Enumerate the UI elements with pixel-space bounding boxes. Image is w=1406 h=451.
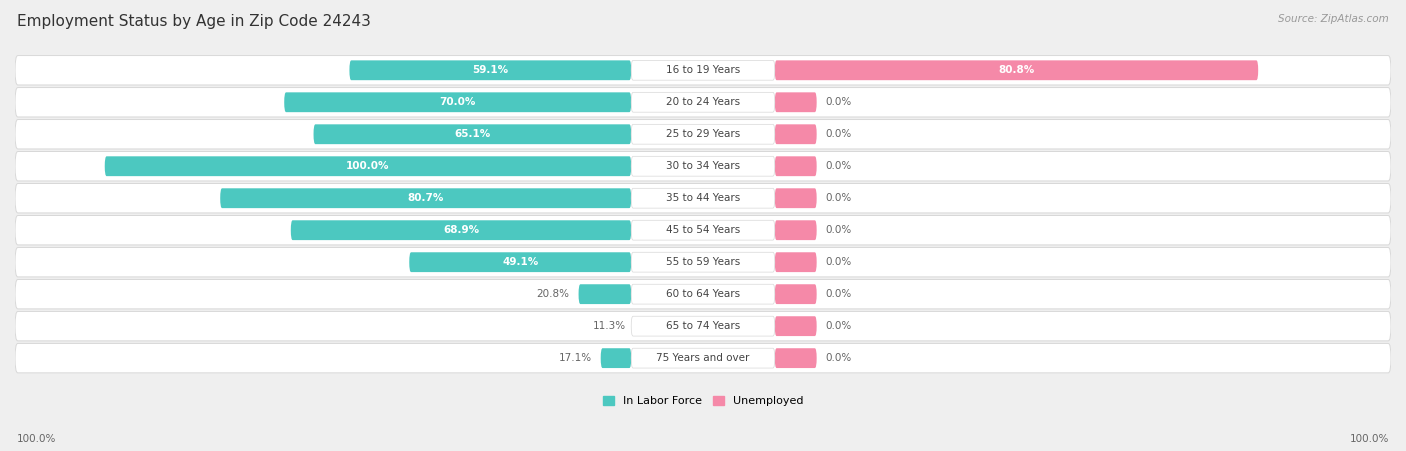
FancyBboxPatch shape (775, 60, 1258, 80)
Text: 55 to 59 Years: 55 to 59 Years (666, 257, 740, 267)
Text: 0.0%: 0.0% (825, 353, 852, 363)
FancyBboxPatch shape (631, 316, 775, 336)
Text: 0.0%: 0.0% (825, 321, 852, 331)
Text: 0.0%: 0.0% (825, 193, 852, 203)
FancyBboxPatch shape (15, 312, 1391, 341)
FancyBboxPatch shape (631, 348, 775, 368)
FancyBboxPatch shape (775, 316, 817, 336)
FancyBboxPatch shape (15, 152, 1391, 181)
FancyBboxPatch shape (631, 284, 775, 304)
FancyBboxPatch shape (631, 124, 775, 144)
FancyBboxPatch shape (350, 60, 631, 80)
Text: 0.0%: 0.0% (825, 129, 852, 139)
FancyBboxPatch shape (104, 156, 631, 176)
Text: 65 to 74 Years: 65 to 74 Years (666, 321, 740, 331)
FancyBboxPatch shape (600, 348, 631, 368)
FancyBboxPatch shape (631, 189, 775, 208)
Text: 0.0%: 0.0% (825, 225, 852, 235)
Text: 25 to 29 Years: 25 to 29 Years (666, 129, 740, 139)
FancyBboxPatch shape (284, 92, 631, 112)
Text: 0.0%: 0.0% (825, 161, 852, 171)
FancyBboxPatch shape (15, 216, 1391, 245)
FancyBboxPatch shape (631, 252, 775, 272)
Text: 17.1%: 17.1% (558, 353, 592, 363)
FancyBboxPatch shape (221, 189, 631, 208)
Text: 100.0%: 100.0% (346, 161, 389, 171)
FancyBboxPatch shape (15, 87, 1391, 117)
Text: 80.8%: 80.8% (998, 65, 1035, 75)
FancyBboxPatch shape (15, 120, 1391, 149)
FancyBboxPatch shape (15, 280, 1391, 309)
Text: 65.1%: 65.1% (454, 129, 491, 139)
Text: Source: ZipAtlas.com: Source: ZipAtlas.com (1278, 14, 1389, 23)
FancyBboxPatch shape (631, 220, 775, 240)
Text: 20.8%: 20.8% (537, 289, 569, 299)
Text: Employment Status by Age in Zip Code 24243: Employment Status by Age in Zip Code 242… (17, 14, 371, 28)
Text: 80.7%: 80.7% (408, 193, 444, 203)
FancyBboxPatch shape (15, 184, 1391, 213)
Text: 35 to 44 Years: 35 to 44 Years (666, 193, 740, 203)
Text: 49.1%: 49.1% (502, 257, 538, 267)
FancyBboxPatch shape (775, 284, 817, 304)
Text: 75 Years and over: 75 Years and over (657, 353, 749, 363)
Text: 0.0%: 0.0% (825, 257, 852, 267)
Text: 60 to 64 Years: 60 to 64 Years (666, 289, 740, 299)
Text: 11.3%: 11.3% (593, 321, 627, 331)
Text: 68.9%: 68.9% (443, 225, 479, 235)
FancyBboxPatch shape (775, 92, 817, 112)
FancyBboxPatch shape (15, 248, 1391, 277)
FancyBboxPatch shape (15, 343, 1391, 373)
Text: 59.1%: 59.1% (472, 65, 509, 75)
Text: 16 to 19 Years: 16 to 19 Years (666, 65, 740, 75)
Legend: In Labor Force, Unemployed: In Labor Force, Unemployed (598, 391, 808, 411)
FancyBboxPatch shape (631, 60, 775, 80)
FancyBboxPatch shape (631, 156, 775, 176)
FancyBboxPatch shape (775, 220, 817, 240)
FancyBboxPatch shape (775, 252, 817, 272)
Text: 0.0%: 0.0% (825, 289, 852, 299)
Text: 70.0%: 70.0% (440, 97, 475, 107)
FancyBboxPatch shape (291, 220, 631, 240)
FancyBboxPatch shape (775, 348, 817, 368)
Text: 100.0%: 100.0% (17, 434, 56, 444)
Text: 20 to 24 Years: 20 to 24 Years (666, 97, 740, 107)
FancyBboxPatch shape (775, 189, 817, 208)
FancyBboxPatch shape (15, 55, 1391, 85)
Text: 0.0%: 0.0% (825, 97, 852, 107)
FancyBboxPatch shape (314, 124, 631, 144)
FancyBboxPatch shape (775, 124, 817, 144)
Text: 30 to 34 Years: 30 to 34 Years (666, 161, 740, 171)
FancyBboxPatch shape (775, 156, 817, 176)
Text: 45 to 54 Years: 45 to 54 Years (666, 225, 740, 235)
FancyBboxPatch shape (578, 284, 631, 304)
FancyBboxPatch shape (631, 92, 775, 112)
Text: 100.0%: 100.0% (1350, 434, 1389, 444)
FancyBboxPatch shape (409, 252, 631, 272)
